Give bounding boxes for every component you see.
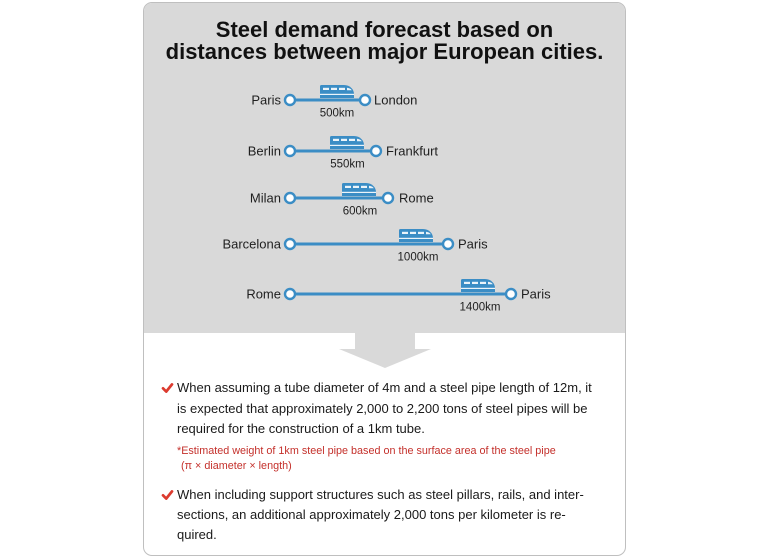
route-node-icon <box>358 93 372 107</box>
down-arrow-icon <box>339 333 431 368</box>
route-node-icon <box>283 287 297 301</box>
route-row-1: Paris London 500km <box>251 85 417 120</box>
train-icon <box>330 136 364 149</box>
route-node-icon <box>441 237 455 251</box>
route-destination-label: Paris <box>521 287 551 302</box>
route-panel: Steel demand forecast based on distances… <box>144 3 625 333</box>
train-icon <box>399 229 433 242</box>
route-distance-label: 1000km <box>398 252 439 264</box>
route-destination-label: Paris <box>458 237 488 252</box>
route-row-4: Barcelona Paris 1000km <box>222 229 488 264</box>
route-origin-label: Berlin <box>248 144 281 159</box>
footnote-line: *Estimated weight of 1km steel pipe base… <box>177 445 556 457</box>
bullet-item-support-structures: When including support structures such a… <box>177 485 584 545</box>
footnote-formula: (π × diameter × length) <box>181 460 292 472</box>
bullet-line: is expected that approximately 2,000 to … <box>177 400 588 416</box>
check-icon <box>161 383 174 393</box>
route-destination-label: Rome <box>399 191 434 206</box>
route-origin-label: Milan <box>250 191 281 206</box>
route-node-icon <box>283 191 297 205</box>
bullet-line: required for the construction of a 1km t… <box>177 421 425 436</box>
route-distance-label: 500km <box>320 108 355 120</box>
route-origin-label: Rome <box>246 287 281 302</box>
footnote: *Estimated weight of 1km steel pipe base… <box>177 444 556 474</box>
route-row-3: Milan Rome 600km <box>250 183 434 218</box>
route-distance-label: 600km <box>343 206 378 218</box>
route-row-2: Berlin Frankfurt 550km <box>248 136 438 171</box>
route-node-icon <box>283 237 297 251</box>
bullet-line: When assuming a tube diameter of 4m and … <box>177 380 592 395</box>
train-icon <box>461 279 495 292</box>
route-row-5: Rome Paris 1400km <box>246 279 551 314</box>
route-destination-label: Frankfurt <box>386 144 438 159</box>
route-distance-label: 1400km <box>460 302 501 314</box>
route-origin-label: Barcelona <box>222 237 281 252</box>
bullet-line: When including support structures such a… <box>177 487 584 502</box>
routes-diagram: Paris London 500km Berlin Frankfurt <box>222 85 551 314</box>
train-icon <box>342 183 376 196</box>
title-line-1: Steel demand forecast based on <box>215 17 554 42</box>
check-icon <box>161 490 174 500</box>
route-node-icon <box>283 93 297 107</box>
route-node-icon <box>504 287 518 301</box>
route-node-icon <box>381 191 395 205</box>
route-node-icon <box>369 144 383 158</box>
route-origin-label: Paris <box>251 93 281 108</box>
bullet-line: quired. <box>177 527 217 542</box>
route-destination-label: London <box>374 93 417 108</box>
bullet-line: sections, an additional approximately 2,… <box>177 507 566 522</box>
bullet-item-tube-estimate: When assuming a tube diameter of 4m and … <box>177 378 592 440</box>
route-node-icon <box>283 144 297 158</box>
route-distance-label: 550km <box>330 159 365 171</box>
infographic-card: Steel demand forecast based on distances… <box>143 2 626 556</box>
page-title: Steel demand forecast based on distances… <box>144 19 625 63</box>
train-icon <box>320 85 354 98</box>
title-line-2: distances between major European cities. <box>165 39 604 64</box>
